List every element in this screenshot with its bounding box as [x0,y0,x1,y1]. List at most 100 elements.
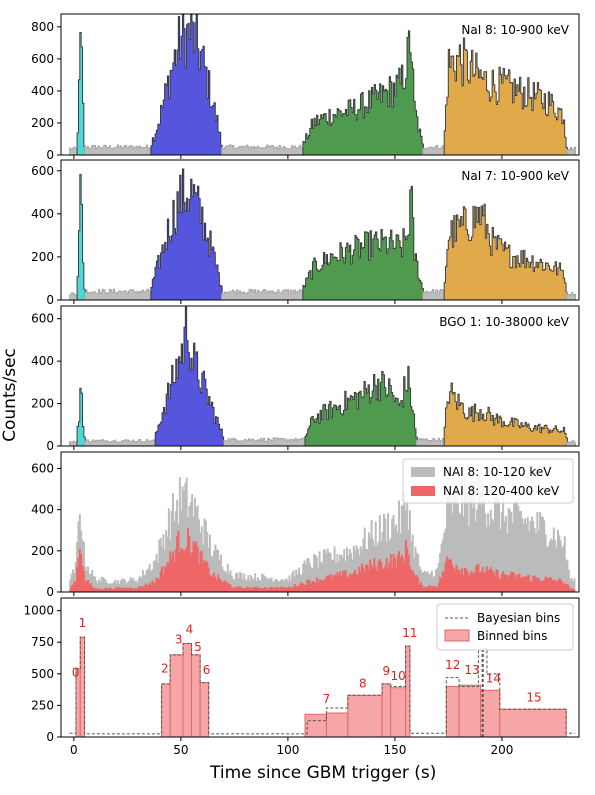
y-tick-label: 800 [31,20,54,34]
legend-label: NAI 8: 10-120 keV [443,465,552,479]
panel-frame [60,597,580,738]
binned-bar [458,684,482,738]
binned-bar [182,642,193,738]
panel-frame [60,13,580,156]
panel-label: NaI 8: 10-900 keV [461,23,569,37]
y-axis-label: Counts/sec [0,348,20,442]
background-histogram [84,144,153,156]
binned-bar [79,636,86,738]
y-tick-label: 400 [31,84,54,98]
binned-bar [390,687,407,738]
binned-bar [161,683,171,738]
bin-index-label: 8 [359,677,367,691]
y-tick-label: 600 [31,312,54,326]
x-tick-label: 150 [383,743,406,757]
y-tick-label: 400 [31,503,54,517]
bin-index-label: 14 [486,672,501,686]
emission-episode-3 [150,168,223,301]
x-tick-label: 0 [70,743,78,757]
y-tick-label: 200 [31,397,54,411]
binned-bar [381,683,392,738]
binned-bar [199,682,210,738]
emission-episode-5 [304,365,418,447]
legend-box [402,458,574,504]
series-band-2 [69,527,576,593]
panel-frame [60,305,580,447]
binned-bar [191,654,201,738]
background-histogram [565,291,577,301]
x-tick-label: 100 [276,743,299,757]
y-tick-label: 400 [31,207,54,221]
y-tick-label: 0 [46,439,54,453]
emission-episode-1 [76,32,86,156]
y-tick-label: 0 [46,730,54,744]
y-tick-label: 0 [46,585,54,599]
bin-index-label: 3 [175,632,183,646]
background-histogram [422,144,446,156]
legend-label: Binned bins [477,629,547,643]
panel-label: BGO 1: 10-38000 keV [439,315,570,329]
emission-episode-7 [443,203,568,301]
bin-index-label: 7 [323,692,331,706]
y-tick-label: 200 [31,250,54,264]
background-histogram [69,146,79,156]
background-histogram [221,144,305,156]
legend-label: NAI 8: 120-400 keV [443,484,560,498]
bin-index-label: 0 [72,665,80,679]
background-histogram [84,439,157,447]
legend-label: Bayesian bins [477,611,560,625]
legend-box [436,603,574,651]
background-histogram [223,437,307,447]
legend-swatch [411,467,435,477]
emission-episode-1 [76,173,86,301]
bin-index-label: 6 [203,663,211,677]
background-histogram [69,292,79,301]
binned-bar [499,708,567,738]
y-tick-label: 200 [31,116,54,130]
emission-episode-1 [76,387,86,447]
bin-index-label: 5 [194,640,202,654]
panel-4: 0 200 400 600 NAI 8: 10-120 keV NAI 8: 120-40… [31,451,580,599]
y-tick-label: 750 [31,635,54,649]
binned-bar [325,712,349,738]
emission-episode-7 [443,382,568,447]
y-tick-label: 0 [46,293,54,307]
y-tick-label: 500 [31,667,54,681]
y-tick-label: 400 [31,354,54,368]
y-tick-label: 0 [46,148,54,162]
x-tick-label: 50 [173,743,188,757]
background-histogram [565,146,577,156]
bin-index-label: 9 [383,664,391,678]
legend-swatch [444,629,470,642]
bin-index-label: 1 [79,616,87,630]
bin-index-label: 4 [186,622,194,636]
panel-label: NaI 7: 10-900 keV [461,169,569,183]
y-tick-label: 200 [31,544,54,558]
legend-swatch [411,486,435,496]
emission-episode-5 [302,185,424,301]
y-tick-label: 600 [31,461,54,475]
bin-index-label: 15 [526,691,541,705]
bin-index-label: 2 [161,662,169,676]
background-histogram [415,437,446,447]
binned-bar [304,713,327,738]
background-histogram [422,288,446,301]
panel-3: 0 200 400 600 BGO 1: 10-38000 keV [31,305,580,453]
emission-episode-3 [150,14,223,156]
emission-episode-3 [154,306,225,447]
y-tick-label: 600 [31,52,54,66]
binned-bar [347,694,383,738]
binned-bar [405,645,411,738]
y-tick-label: 600 [31,164,54,178]
panel-frame [60,451,580,593]
x-tick-label: 200 [490,743,513,757]
binned-bar [445,685,460,738]
y-tick-label: 250 [31,698,54,712]
background-histogram [69,440,79,447]
x-axis-label: Time since GBM trigger (s) [209,763,436,783]
y-tick-label: 1000 [23,604,54,618]
bin-index-label: 11 [402,626,417,640]
